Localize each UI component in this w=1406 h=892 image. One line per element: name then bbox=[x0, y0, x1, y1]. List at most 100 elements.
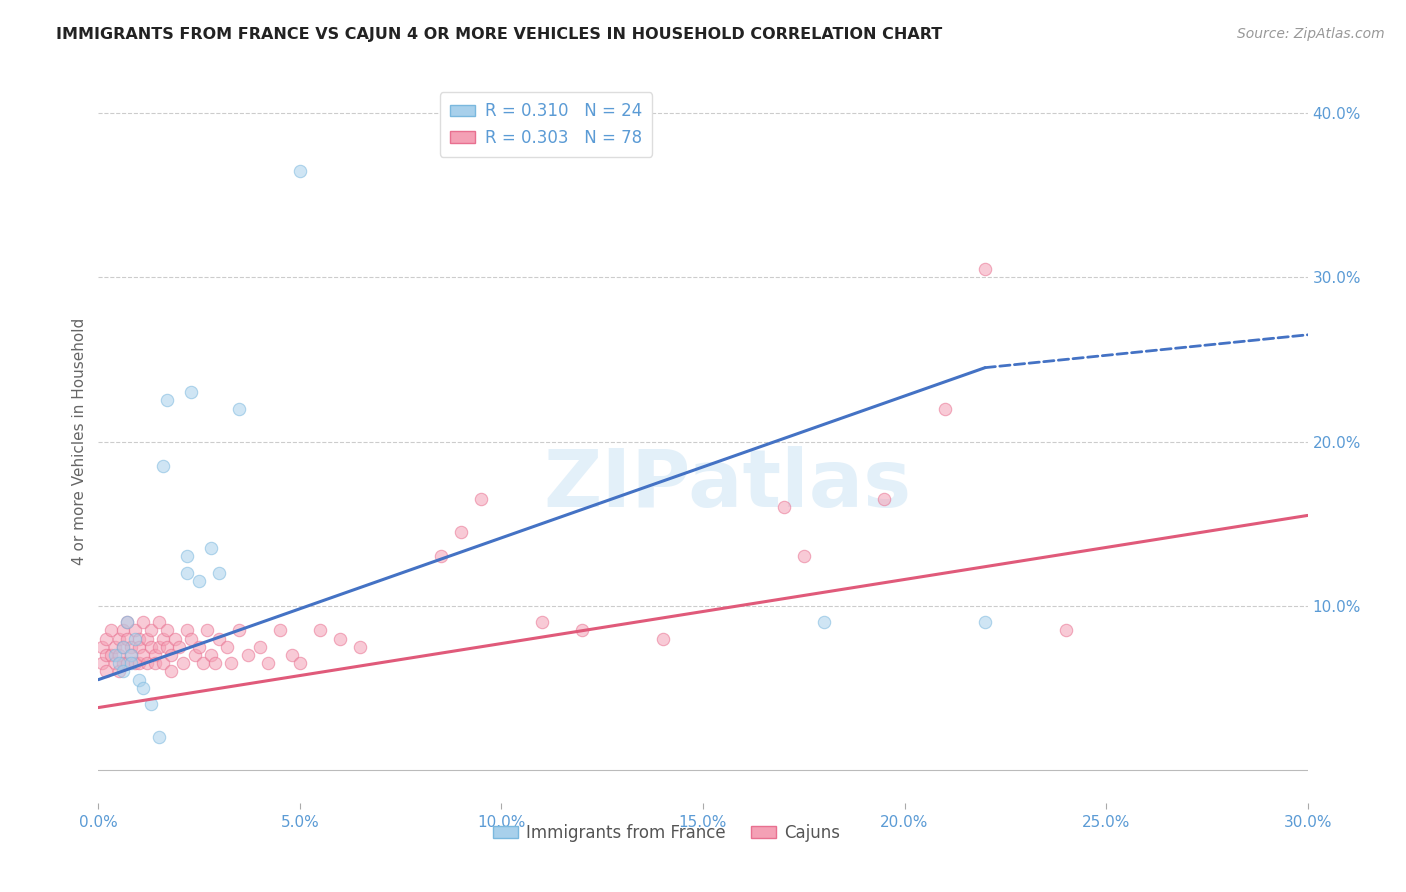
Point bbox=[176, 566, 198, 580]
Point bbox=[793, 549, 815, 564]
Y-axis label: 4 or more Vehicles in Household: 4 or more Vehicles in Household bbox=[72, 318, 87, 566]
Point bbox=[193, 657, 215, 671]
Point bbox=[135, 632, 157, 646]
Point bbox=[91, 657, 114, 671]
Point bbox=[651, 632, 673, 646]
Point bbox=[163, 632, 186, 646]
Point bbox=[100, 648, 122, 662]
Point bbox=[115, 632, 138, 646]
Point bbox=[91, 640, 114, 654]
Point bbox=[107, 632, 129, 646]
Point bbox=[180, 385, 202, 400]
Point bbox=[96, 665, 118, 679]
Point bbox=[1316, 739, 1339, 753]
Point bbox=[148, 730, 170, 744]
Point bbox=[148, 615, 170, 630]
Point bbox=[430, 549, 453, 564]
Point bbox=[200, 541, 222, 556]
Point bbox=[124, 657, 146, 671]
Point bbox=[160, 648, 183, 662]
Point bbox=[309, 624, 332, 638]
Point bbox=[124, 624, 146, 638]
Point bbox=[450, 524, 472, 539]
Text: ZIPatlas: ZIPatlas bbox=[543, 446, 911, 524]
Text: IMMIGRANTS FROM FRANCE VS CAJUN 4 OR MORE VEHICLES IN HOUSEHOLD CORRELATION CHAR: IMMIGRANTS FROM FRANCE VS CAJUN 4 OR MOR… bbox=[56, 27, 942, 42]
Point bbox=[120, 640, 142, 654]
Point bbox=[873, 491, 896, 506]
Point bbox=[180, 632, 202, 646]
Point bbox=[103, 640, 125, 654]
Point bbox=[111, 665, 134, 679]
Point bbox=[184, 648, 207, 662]
Point bbox=[176, 549, 198, 564]
Point bbox=[176, 624, 198, 638]
Point bbox=[813, 615, 835, 630]
Point bbox=[128, 657, 150, 671]
Point bbox=[156, 640, 179, 654]
Point bbox=[139, 698, 162, 712]
Point bbox=[228, 624, 250, 638]
Point bbox=[288, 657, 311, 671]
Point bbox=[1054, 624, 1077, 638]
Point bbox=[111, 640, 134, 654]
Point bbox=[156, 393, 179, 408]
Point bbox=[160, 665, 183, 679]
Point bbox=[100, 624, 122, 638]
Point bbox=[115, 657, 138, 671]
Point bbox=[236, 648, 259, 662]
Point bbox=[204, 657, 226, 671]
Point bbox=[115, 615, 138, 630]
Point bbox=[288, 163, 311, 178]
Point bbox=[934, 401, 956, 416]
Point bbox=[195, 624, 218, 638]
Point bbox=[188, 574, 211, 588]
Point bbox=[530, 615, 553, 630]
Point bbox=[228, 401, 250, 416]
Point bbox=[107, 665, 129, 679]
Legend: Immigrants from France, Cajuns: Immigrants from France, Cajuns bbox=[486, 817, 846, 848]
Point bbox=[221, 657, 243, 671]
Point bbox=[120, 648, 142, 662]
Point bbox=[111, 640, 134, 654]
Point bbox=[148, 640, 170, 654]
Point bbox=[156, 624, 179, 638]
Text: Source: ZipAtlas.com: Source: ZipAtlas.com bbox=[1237, 27, 1385, 41]
Point bbox=[120, 657, 142, 671]
Point bbox=[349, 640, 371, 654]
Point bbox=[143, 657, 166, 671]
Point bbox=[115, 615, 138, 630]
Point bbox=[188, 640, 211, 654]
Point bbox=[256, 657, 278, 671]
Point bbox=[172, 657, 194, 671]
Point bbox=[208, 566, 231, 580]
Point bbox=[152, 657, 174, 671]
Point bbox=[571, 624, 593, 638]
Point bbox=[103, 648, 125, 662]
Point bbox=[139, 624, 162, 638]
Point bbox=[128, 640, 150, 654]
Point bbox=[107, 648, 129, 662]
Point bbox=[111, 657, 134, 671]
Point bbox=[128, 632, 150, 646]
Point bbox=[152, 632, 174, 646]
Point bbox=[107, 657, 129, 671]
Point bbox=[132, 681, 155, 695]
Point bbox=[329, 632, 352, 646]
Point bbox=[120, 648, 142, 662]
Point bbox=[143, 648, 166, 662]
Point bbox=[132, 615, 155, 630]
Point bbox=[974, 615, 997, 630]
Point bbox=[281, 648, 304, 662]
Point bbox=[217, 640, 239, 654]
Point bbox=[132, 648, 155, 662]
Point bbox=[249, 640, 271, 654]
Point bbox=[96, 632, 118, 646]
Point bbox=[135, 657, 157, 671]
Point bbox=[208, 632, 231, 646]
Point bbox=[96, 648, 118, 662]
Point bbox=[124, 632, 146, 646]
Point bbox=[111, 624, 134, 638]
Point bbox=[167, 640, 190, 654]
Point bbox=[470, 491, 492, 506]
Point bbox=[103, 657, 125, 671]
